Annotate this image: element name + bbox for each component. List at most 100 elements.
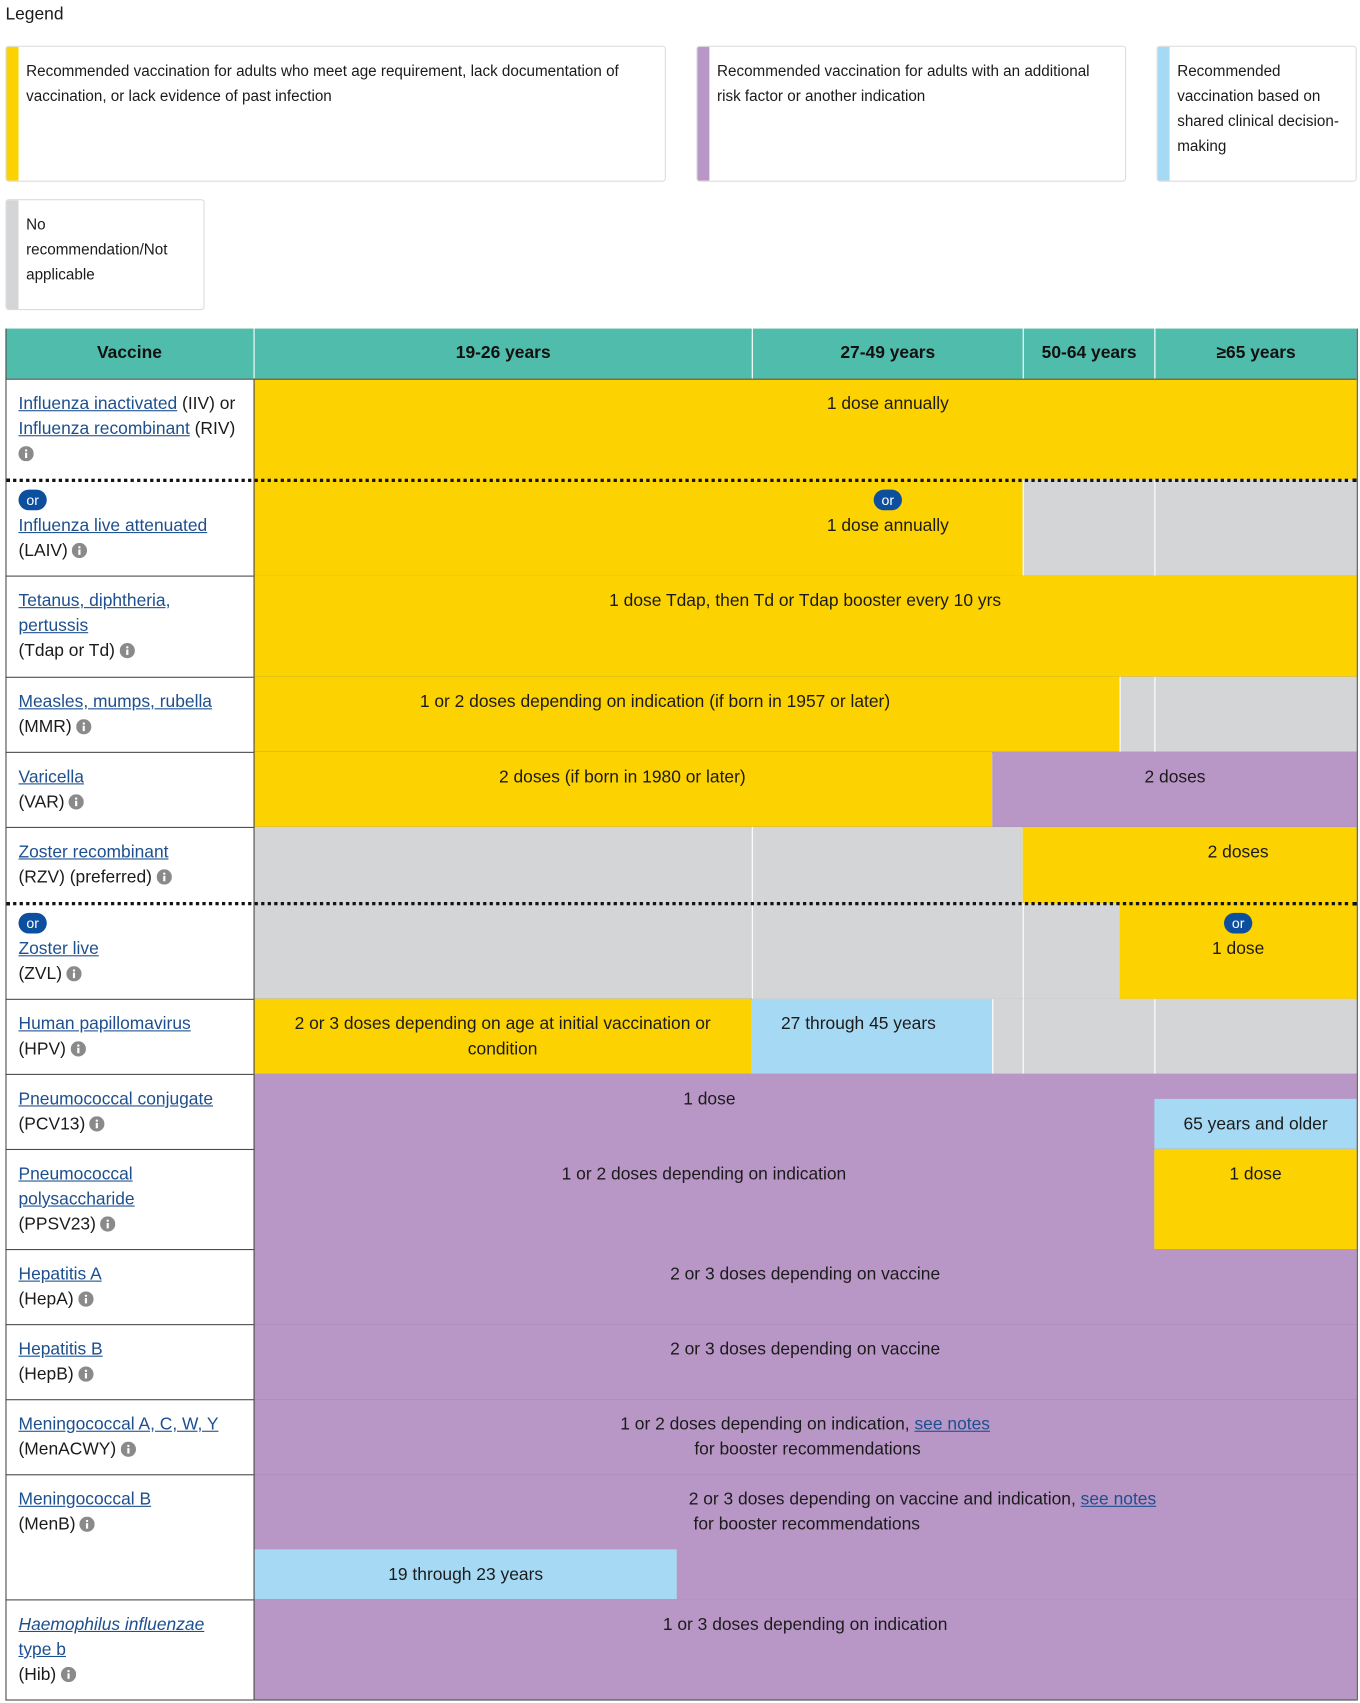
label-text: 1 dose	[1229, 1165, 1282, 1184]
link[interactable]: see notes	[914, 1415, 990, 1434]
row-border	[5, 1698, 1357, 1701]
or-badge: or	[1224, 912, 1253, 933]
link[interactable]: Varicella	[18, 768, 84, 787]
name-line: Hepatitis B	[18, 1337, 249, 1362]
link[interactable]: Meningococcal A, C, W, Y	[18, 1415, 219, 1434]
info-icon[interactable]	[77, 1291, 94, 1307]
vaccine-name: Tetanus, diphtheria, pertussis (Tdap or Td…	[5, 576, 253, 677]
schedule-bar	[1154, 998, 1357, 1074]
bar-label: 1 dose	[426, 1087, 992, 1112]
legend-text: Recommended vaccination for adults with …	[716, 62, 1090, 105]
label-text: 2 or 3 doses depending on age at initial…	[294, 1015, 711, 1059]
link[interactable]: Influenza inactivated	[18, 394, 178, 414]
legend-text: No recommendation/Not applicable	[26, 215, 168, 283]
schedule-bar: 65 years and older	[1154, 1098, 1357, 1149]
link[interactable]: see notes	[1080, 1490, 1157, 1510]
column-header: 27-49 years	[751, 328, 1023, 379]
name-line: pertussis	[18, 614, 249, 639]
table-border	[5, 328, 7, 1701]
name-line: (MenB)	[18, 1512, 249, 1537]
info-icon[interactable]	[89, 1116, 105, 1132]
link[interactable]: Haemophilus influenzae	[18, 1615, 205, 1635]
legend-swatch	[6, 46, 19, 181]
link[interactable]: Zoster live	[18, 940, 99, 959]
link[interactable]: Meningococcal B	[18, 1490, 152, 1510]
name-line: (HepA)	[18, 1287, 249, 1312]
bar-label: 1 or 2 doses depending on indication, se…	[522, 1412, 1088, 1462]
info-icon[interactable]	[156, 869, 172, 885]
name-line: (HepB)	[18, 1362, 249, 1387]
name-line: Influenza recombinant (RIV)	[18, 417, 249, 442]
bar-label: 2 or 3 doses depending on vaccine	[522, 1262, 1088, 1287]
info-icon[interactable]	[79, 1516, 96, 1532]
legend-text: Recommended vaccination for adults who m…	[26, 62, 619, 105]
link[interactable]: Pneumococcal	[18, 1165, 133, 1184]
bar-label: 1 or 2 doses depending on indication	[421, 1162, 987, 1187]
text: 1 or 2 doses depending on indication,	[620, 1415, 915, 1434]
link[interactable]: Zoster recombinant	[18, 843, 169, 862]
name-line: Meningococcal B	[18, 1487, 249, 1512]
info-icon[interactable]	[66, 966, 82, 982]
table-border	[5, 378, 1357, 380]
text: (HepB)	[18, 1365, 74, 1384]
schedule-bar: 1 or 2 doses depending on indication (if…	[253, 676, 1120, 752]
label-text: 2 or 3 doses depending on vaccine	[670, 1265, 941, 1284]
link[interactable]: polysaccharide	[18, 1190, 135, 1209]
badge-row: or	[955, 908, 1360, 936]
column-header: Vaccine	[5, 328, 254, 379]
column-header: 19-26 years	[253, 328, 752, 379]
link[interactable]: Hepatitis A	[18, 1265, 102, 1284]
link[interactable]: Hepatitis B	[18, 1340, 103, 1359]
schedule-bar	[1022, 998, 1155, 1074]
name-line: (Hib)	[18, 1662, 249, 1687]
label-text: 65 years and older	[1183, 1115, 1328, 1134]
text: (HepA)	[18, 1290, 74, 1309]
link[interactable]: Human papillomavirus	[18, 1015, 191, 1034]
or-separator	[5, 478, 1357, 482]
link[interactable]: Tetanus, diphtheria,	[18, 591, 171, 611]
info-icon[interactable]	[68, 794, 85, 810]
vaccine-name: Varicella (VAR)	[5, 752, 253, 827]
link[interactable]: Influenza live attenuated	[18, 516, 208, 536]
name-line: (ZVL)	[18, 962, 249, 987]
bar-label: 1 or 3 doses depending on indication	[522, 1612, 1088, 1637]
name-line: (LAIV)	[18, 539, 249, 564]
bar-label: or 1 dose	[955, 908, 1360, 961]
label-text: 1 or 2 doses depending on indication, se…	[522, 1412, 1088, 1462]
schedule-bar: 2 doses (if born in 1980 or later)	[253, 751, 993, 827]
info-icon[interactable]	[60, 1666, 76, 1683]
info-icon[interactable]	[100, 1216, 116, 1232]
link[interactable]: Pneumococcal conjugate	[18, 1090, 214, 1109]
info-icon[interactable]	[70, 1041, 86, 1057]
text: (ZVL)	[18, 965, 63, 984]
name-line: (MenACWY)	[18, 1437, 249, 1462]
info-icon[interactable]	[119, 643, 135, 659]
schedule-bar: 27 through 45 years	[751, 998, 993, 1074]
or-badge: or	[18, 489, 47, 510]
info-icon[interactable]	[120, 1441, 136, 1457]
info-icon[interactable]	[77, 1366, 94, 1382]
info-icon[interactable]	[72, 542, 88, 559]
legend-swatch	[697, 46, 710, 181]
column-header: 50-64 years	[1022, 328, 1155, 379]
bar-label: 1 dose	[1158, 1162, 1354, 1187]
bar-label: 2 doses (if born in 1980 or later)	[339, 765, 905, 790]
vaccine-name: Haemophilus influenzae type b (Hib)	[5, 1599, 253, 1699]
table-border	[1356, 328, 1358, 1701]
link[interactable]: pertussis	[18, 616, 89, 636]
legend-item: Recommended vaccination for adults with …	[696, 45, 1127, 182]
legend-item: Recommended vaccination for adults who m…	[5, 45, 666, 182]
link[interactable]: Influenza recombinant	[18, 419, 190, 439]
info-icon[interactable]	[18, 446, 34, 462]
info-icon[interactable]	[76, 719, 92, 735]
link[interactable]: Measles, mumps, rubella	[18, 693, 212, 712]
text: (HPV)	[18, 1040, 66, 1059]
schedule-bar	[751, 903, 1023, 999]
bar-label: 2 doses	[892, 765, 1360, 790]
legend-title: Legend	[5, 5, 64, 24]
link[interactable]: type b	[18, 1640, 66, 1660]
label-text: 1 or 2 doses depending on indication (if…	[419, 693, 891, 712]
schedule-bar: 19 through 23 years	[253, 1549, 677, 1600]
schedule-bar: 1 dose	[1154, 1148, 1357, 1250]
